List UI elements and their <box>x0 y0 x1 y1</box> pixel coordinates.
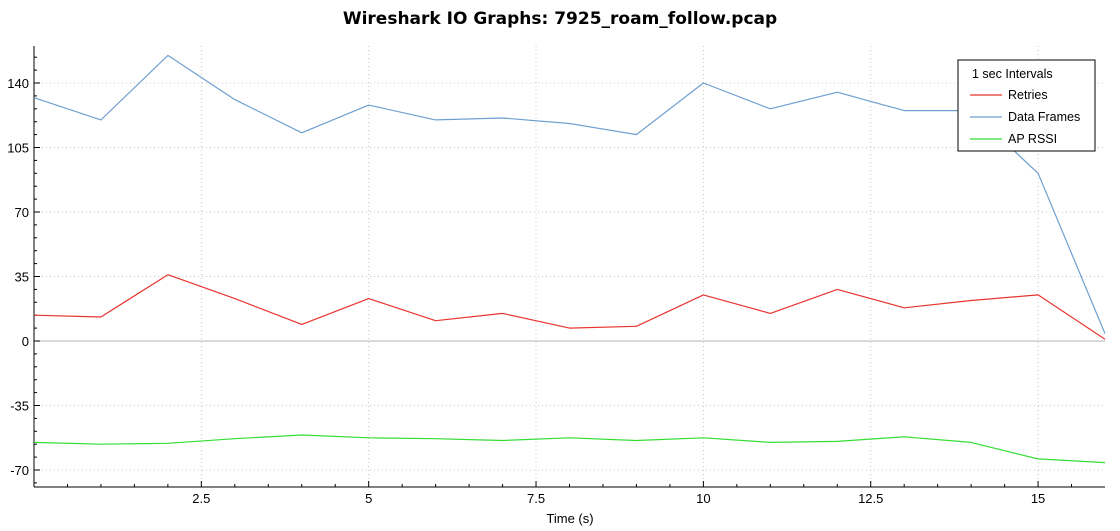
grid <box>34 46 1105 487</box>
legend-box <box>957 59 1096 152</box>
legend-label: AP RSSI <box>1008 132 1057 146</box>
y-tick-label: -35 <box>10 399 29 414</box>
x-tick-label: 7.5 <box>527 491 545 506</box>
legend-label: Retries <box>1008 88 1048 102</box>
x-tick-label: 5 <box>365 491 372 506</box>
x-axis-label: Time (s) <box>546 511 593 526</box>
axes: 2.5 5 7.5 10 12.5 15 -70 -35 0 35 70 105 140 <box>7 46 1105 506</box>
y-tick-label: 70 <box>15 205 29 220</box>
x-tick-label: 15 <box>1031 491 1045 506</box>
series-line-ap-rssi <box>33 434 1106 464</box>
y-tick-label: 0 <box>22 334 29 349</box>
legend-title: 1 sec Intervals <box>972 67 1053 81</box>
y-tick-label: -70 <box>10 463 29 478</box>
y-tick-label: 35 <box>15 270 29 285</box>
y-tick-label: 140 <box>7 76 29 91</box>
legend: 1 sec Intervals Retries Data Frames AP RSS… <box>957 59 1096 152</box>
legend-label: Data Frames <box>1008 110 1080 124</box>
series-line-retries <box>33 274 1106 340</box>
x-tick-label: 12.5 <box>858 491 883 506</box>
series-lines <box>33 54 1106 464</box>
x-tick-label: 10 <box>696 491 710 506</box>
y-tick-label: 105 <box>7 141 29 156</box>
chart-title: Wireshark IO Graphs: 7925_roam_follow.pc… <box>343 9 777 29</box>
x-tick-label: 2.5 <box>192 491 210 506</box>
series-line-data-frames <box>33 54 1106 334</box>
